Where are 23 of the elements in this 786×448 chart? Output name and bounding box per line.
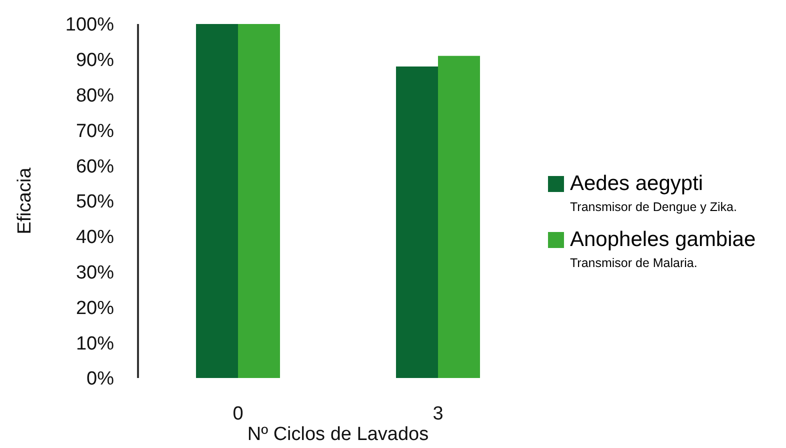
bar (196, 24, 238, 378)
legend-label: Aedes aegypti (570, 172, 704, 196)
legend-label: Anopheles gambiae (570, 228, 756, 252)
x-tick-label: 0 (232, 403, 244, 424)
bar (238, 24, 280, 378)
y-tick-label: 50% (76, 192, 114, 213)
x-axis-title: Nº Ciclos de Lavados (247, 424, 429, 445)
text: Transmisor de Malaria. (570, 256, 698, 270)
y-tick-label: 70% (76, 120, 114, 142)
y-tick-label: 40% (76, 227, 114, 248)
y-tick-label: 20% (76, 298, 114, 319)
y-tick-label: 90% (76, 50, 114, 72)
x-tick-label: 3 (432, 403, 444, 424)
y-tick-label: 100% (65, 14, 114, 36)
y-tick-label: 0% (86, 368, 114, 390)
y-tick-label: 30% (76, 262, 114, 284)
y-tick-label: 60% (76, 156, 114, 178)
y-tick-label: 10% (76, 333, 114, 354)
y-tick-label: 80% (76, 86, 114, 107)
y-axis-title: Eficacia (14, 167, 36, 234)
bar (438, 56, 480, 378)
text: Transmisor de Dengue y Zika. (570, 200, 738, 214)
bar (396, 66, 438, 378)
